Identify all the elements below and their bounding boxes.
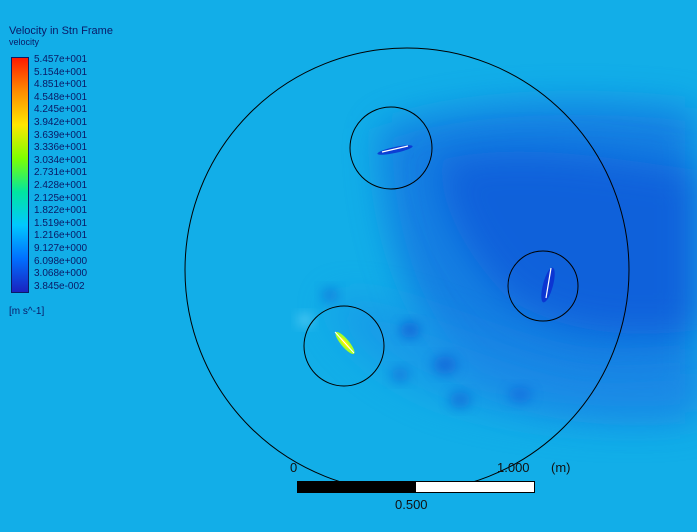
legend-tick-label: 2.731e+001 — [34, 167, 88, 179]
legend-tick-label: 5.457e+001 — [34, 54, 88, 65]
scale-mid-label: 0.500 — [395, 497, 428, 512]
legend-tick-label: 3.845e-002 — [34, 280, 85, 292]
blade-zone-top — [349, 106, 433, 190]
scale-end-label: 1.000 — [497, 460, 530, 475]
legend-title: Velocity in Stn Frame — [9, 25, 113, 37]
legend-unit: [m s^-1] — [9, 306, 45, 317]
legend-tick-label: 3.942e+001 — [34, 117, 88, 128]
legend-tick-label: 6.098e+000 — [34, 255, 88, 267]
legend-tick-label: 4.851e+001 — [34, 79, 88, 91]
scale-bar-filled-segment — [297, 481, 415, 493]
legend-variable: velocity — [9, 37, 40, 47]
wake-region — [298, 102, 697, 424]
legend-tick-label: 3.336e+001 — [34, 142, 88, 154]
legend-tick-label: 9.127e+000 — [34, 243, 88, 254]
scale-start-label: 0 — [290, 460, 298, 475]
legend-tick-label: 1.822e+001 — [34, 205, 88, 217]
blade-zone-right — [507, 250, 579, 322]
legend-tick-label: 1.216e+001 — [34, 230, 88, 242]
legend-tick-label: 5.154e+001 — [34, 66, 88, 78]
legend-tick-label: 2.125e+001 — [34, 192, 88, 204]
legend-color-bar — [11, 57, 29, 293]
legend-tick-label: 4.548e+001 — [34, 91, 88, 103]
legend-tick-label: 3.639e+001 — [34, 129, 88, 141]
legend-tick-label: 2.428e+001 — [34, 180, 88, 191]
blade-zone-lower-left — [303, 305, 385, 387]
legend-tick-label: 4.245e+001 — [34, 104, 88, 116]
legend-tick-label: 3.034e+001 — [34, 154, 88, 166]
legend-tick-label: 1.519e+001 — [34, 217, 88, 229]
legend-tick-label: 3.068e+000 — [34, 268, 88, 280]
scale-bar-empty-segment — [415, 481, 535, 493]
scale-unit-label: (m) — [551, 460, 571, 475]
